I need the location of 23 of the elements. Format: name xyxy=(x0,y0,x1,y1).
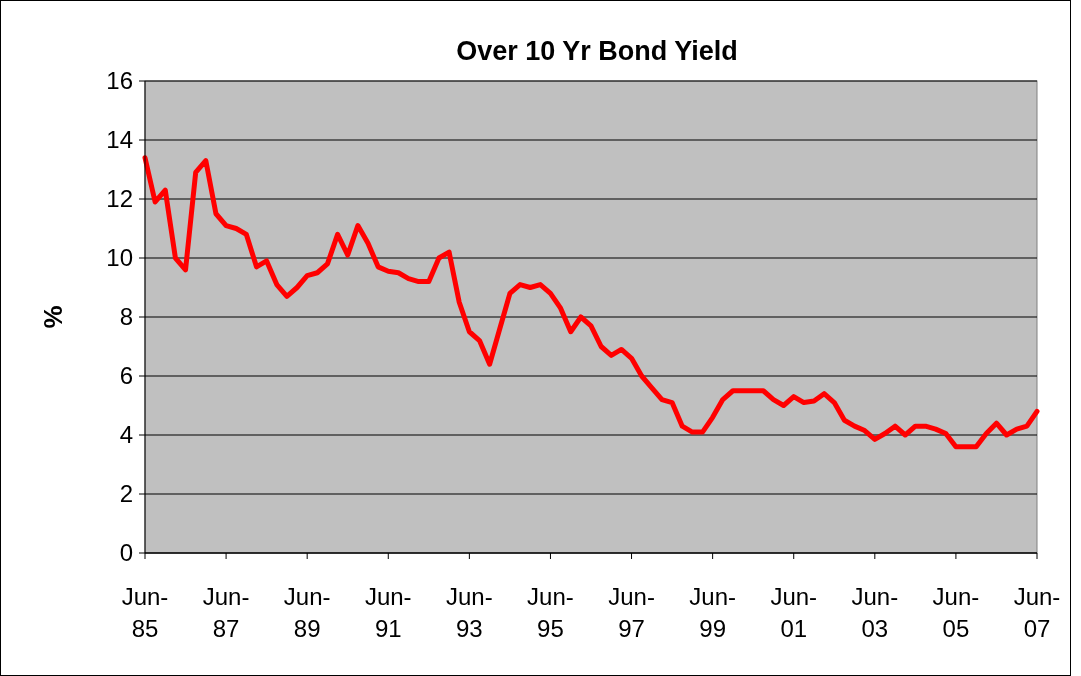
y-tick-label: 2 xyxy=(119,480,133,508)
x-tick-label: Jun-03 xyxy=(851,583,899,642)
chart-title: Over 10 Yr Bond Yield xyxy=(456,36,738,66)
x-tick-label: Jun-91 xyxy=(364,583,412,642)
y-tick-label: 0 xyxy=(119,539,133,567)
x-tick-label: Jun-89 xyxy=(283,583,331,642)
x-tick-label: Jun-05 xyxy=(932,583,980,642)
x-tick-label: Jun-97 xyxy=(608,583,655,642)
x-tick-label: Jun-85 xyxy=(121,583,169,642)
x-tick-label: Jun-93 xyxy=(446,583,493,642)
y-tick-label: 12 xyxy=(106,185,133,213)
x-tick-label: Jun-87 xyxy=(202,583,250,642)
y-tick-label: 6 xyxy=(119,362,133,390)
x-tick-label: Jun-07 xyxy=(1013,583,1061,642)
y-axis-title: % xyxy=(38,305,68,329)
y-tick-label: 16 xyxy=(106,67,133,95)
y-tick-label: 4 xyxy=(119,421,133,449)
y-tick-label: 10 xyxy=(106,244,133,272)
x-tick-label: Jun-01 xyxy=(770,583,818,642)
y-tick-label: 8 xyxy=(119,303,133,331)
x-tick-label: Jun-95 xyxy=(527,583,574,642)
x-tick-label: Jun-99 xyxy=(689,583,736,642)
y-tick-label: 14 xyxy=(106,126,133,154)
